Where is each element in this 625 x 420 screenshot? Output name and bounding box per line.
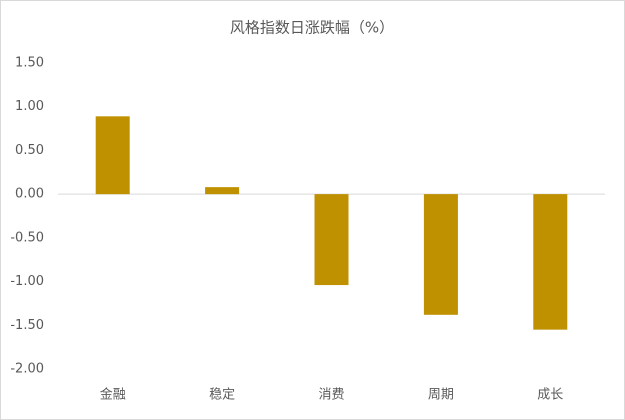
y-tick-label: 0.50 xyxy=(15,143,44,158)
bar xyxy=(533,194,568,330)
y-tick-label: -1.00 xyxy=(10,274,44,289)
x-tick-label: 周期 xyxy=(428,388,454,403)
bar xyxy=(423,194,458,315)
y-tick-label: 0.00 xyxy=(15,187,44,202)
y-tick-label: -1.50 xyxy=(10,318,44,333)
y-tick-label: -2.00 xyxy=(10,362,44,377)
bar xyxy=(205,187,240,195)
y-tick-label: 1.50 xyxy=(15,56,44,71)
chart-title: 风格指数日涨跌幅（%） xyxy=(230,19,394,37)
y-tick-label: 1.00 xyxy=(15,99,44,114)
bar xyxy=(314,194,349,286)
x-tick-label: 消费 xyxy=(318,388,344,403)
bar xyxy=(95,116,130,195)
x-tick-label: 成长 xyxy=(537,388,563,403)
x-tick-label: 稳定 xyxy=(209,387,235,403)
y-tick-label: -0.50 xyxy=(10,230,44,245)
x-tick-label: 金融 xyxy=(100,387,126,403)
